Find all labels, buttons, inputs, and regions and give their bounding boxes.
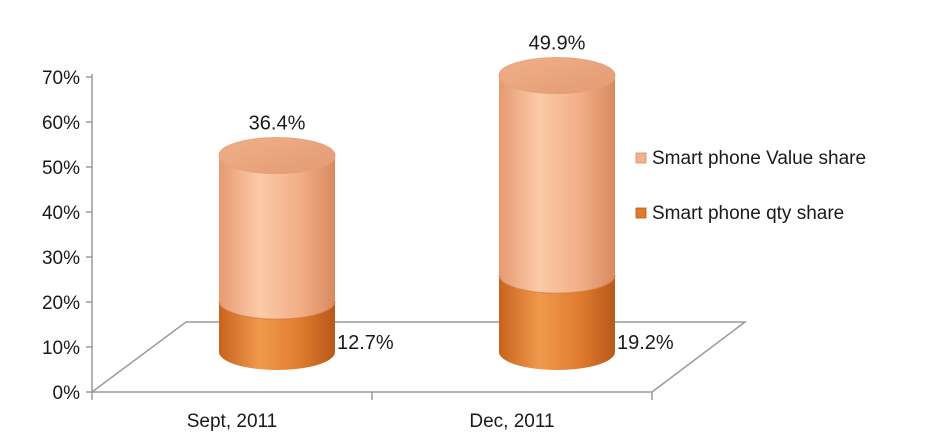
legend-label-value: Smart phone Value share bbox=[652, 148, 866, 169]
bar-value-share bbox=[219, 155, 335, 320]
bar-top-cap bbox=[218, 137, 336, 175]
data-label-value-share: 49.9% bbox=[529, 33, 586, 55]
y-tick-label: 50% bbox=[42, 158, 80, 179]
legend-item-qty: Smart phone qty share bbox=[635, 203, 844, 224]
data-label-qty-share: 12.7% bbox=[337, 332, 394, 354]
data-label-value-share: 36.4% bbox=[249, 113, 306, 135]
x-category-label: Sept, 2011 bbox=[187, 411, 278, 432]
bar-value-share bbox=[499, 75, 615, 294]
bar-segment-seam bbox=[498, 275, 616, 294]
y-tick-label: 10% bbox=[42, 338, 80, 359]
data-label-group: 36.4% 12.7% 49.9% 19.2% bbox=[249, 33, 674, 354]
bar-qty-share bbox=[219, 301, 335, 370]
bar-top-cap bbox=[498, 57, 616, 95]
y-tick-label: 30% bbox=[42, 248, 80, 269]
legend-label-qty: Smart phone qty share bbox=[652, 203, 844, 224]
y-tick-label: 70% bbox=[42, 68, 80, 89]
y-tick-label: 20% bbox=[42, 293, 80, 314]
x-axis: Sept, 2011 Dec, 2011 bbox=[91, 392, 653, 432]
legend-item-value: Smart phone Value share bbox=[635, 148, 866, 169]
bar-group bbox=[218, 57, 616, 370]
bar-qty-share bbox=[499, 275, 615, 370]
bar-segment-seam bbox=[218, 301, 336, 320]
y-tick-label: 0% bbox=[53, 383, 81, 404]
cylinder-bar bbox=[498, 57, 616, 370]
x-category-label: Dec, 2011 bbox=[469, 411, 554, 432]
y-tick-label: 40% bbox=[42, 203, 80, 224]
y-tick-label: 60% bbox=[42, 113, 80, 134]
legend-swatch-qty bbox=[635, 207, 647, 219]
y-tick-group: 0% 10% 20% 30% 40% 50% 60% 70% bbox=[42, 68, 92, 404]
legend: Smart phone Value share Smart phone qty … bbox=[635, 148, 866, 224]
legend-swatch-value bbox=[635, 152, 647, 164]
cylinder-bar bbox=[218, 137, 336, 370]
y-axis: 0% 10% 20% 30% 40% 50% 60% 70% bbox=[42, 68, 93, 404]
data-label-qty-share: 19.2% bbox=[617, 332, 674, 354]
